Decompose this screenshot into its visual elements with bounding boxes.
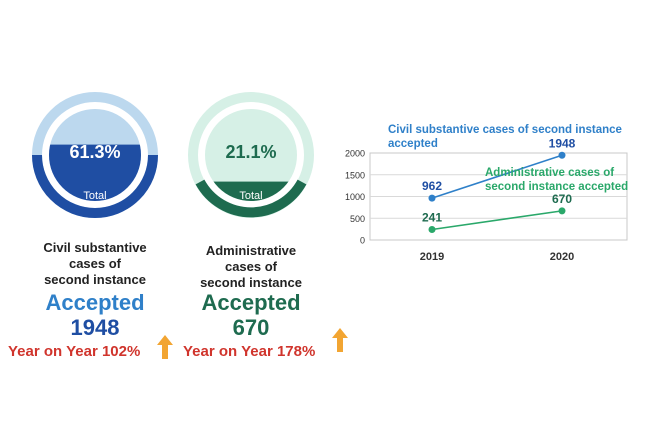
legend-civil-line1: Civil substantive cases of second instan… bbox=[388, 124, 622, 136]
y-tick-label: 1500 bbox=[345, 170, 365, 180]
admin-accepted-label: Accepted bbox=[201, 290, 301, 315]
admin-percent: 21.1% bbox=[225, 142, 277, 162]
admin-total-label: Total bbox=[239, 190, 263, 202]
admin-ring-gauge bbox=[188, 92, 314, 218]
civil-percent: 61.3% bbox=[69, 142, 121, 162]
data-point bbox=[428, 226, 436, 234]
x-tick-label: 2020 bbox=[550, 251, 574, 263]
admin-title: Administrative cases of second instance bbox=[200, 243, 302, 290]
y-tick-label: 500 bbox=[350, 214, 365, 224]
legend-civil-line2: accepted bbox=[388, 138, 438, 150]
admin-yoy-text: Year on Year 178% bbox=[183, 343, 316, 360]
data-label: 241 bbox=[422, 211, 442, 225]
legend-admin-line2: second instance accepted bbox=[485, 181, 628, 193]
data-point bbox=[428, 194, 436, 202]
admin-ring-dark-arc bbox=[195, 179, 307, 218]
data-point bbox=[558, 151, 566, 159]
civil-accepted-value: 1948 bbox=[70, 315, 120, 340]
up-arrow-icon bbox=[157, 335, 173, 359]
data-label: 670 bbox=[552, 192, 572, 206]
legend-admin-line1: Administrative cases of bbox=[485, 167, 614, 179]
civil-title: Civil substantive cases of second instan… bbox=[43, 240, 147, 287]
data-point bbox=[558, 207, 566, 215]
series-line-civil bbox=[431, 154, 563, 199]
admin-accepted-value: 670 bbox=[232, 315, 270, 340]
up-arrow-icon bbox=[332, 328, 348, 352]
x-tick-label: 2019 bbox=[420, 251, 444, 263]
civil-total-label: Total bbox=[83, 190, 107, 202]
data-label: 1948 bbox=[549, 136, 576, 150]
y-tick-label: 1000 bbox=[345, 192, 365, 202]
y-tick-label: 2000 bbox=[345, 149, 365, 159]
data-label: 962 bbox=[422, 179, 442, 193]
civil-yoy-text: Year on Year 102% bbox=[8, 343, 141, 360]
series-line-admin bbox=[431, 210, 563, 231]
y-tick-label: 0 bbox=[360, 236, 365, 246]
civil-ring-gauge bbox=[32, 92, 158, 218]
civil-ring-dark-arc bbox=[32, 154, 158, 218]
civil-accepted-label: Accepted bbox=[45, 290, 145, 315]
